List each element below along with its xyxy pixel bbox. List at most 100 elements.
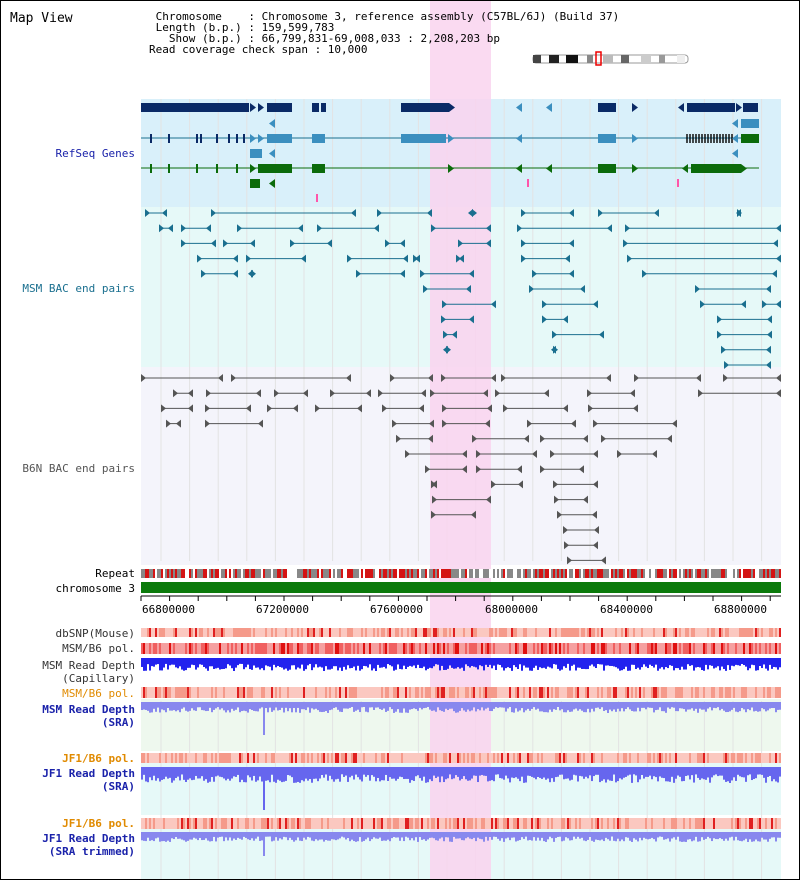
track-label-jf1-depth-trimmed[interactable]: JF1 Read Depth — [42, 832, 135, 845]
read-depth-bar — [467, 702, 469, 710]
polymorphism-cell — [319, 687, 321, 698]
gene-exon[interactable] — [312, 164, 325, 173]
polymorphism-cell — [401, 643, 403, 654]
polymorphism-cell — [631, 818, 633, 829]
repeat-element — [773, 569, 775, 578]
track-label-refseq[interactable]: RefSeq Genes — [55, 147, 135, 160]
gene-exon[interactable] — [598, 103, 616, 112]
polymorphism-cell — [421, 643, 423, 654]
polymorphism-cell — [279, 753, 281, 763]
track-label-dbsnp[interactable]: dbSNP(Mouse) — [55, 627, 135, 640]
gene-exon[interactable] — [401, 134, 446, 143]
repeat-element — [695, 569, 697, 578]
gene-exon[interactable] — [267, 134, 292, 143]
polymorphism-cell — [523, 818, 525, 829]
polymorphism-cell — [353, 753, 355, 763]
polymorphism-cell — [257, 687, 259, 698]
polymorphism-cell — [609, 818, 611, 829]
polymorphism-cell — [429, 753, 431, 763]
polymorphism-cell — [193, 753, 195, 763]
polymorphism-cell — [507, 753, 509, 763]
read-depth-bar — [615, 832, 617, 842]
polymorphism-cell — [313, 687, 315, 698]
gene-exon[interactable] — [250, 179, 260, 188]
read-depth-bar — [251, 658, 253, 670]
polymorphism-cell — [337, 628, 339, 637]
gene-exon[interactable] — [741, 134, 759, 143]
read-depth-bar — [291, 767, 293, 778]
track-label-chromosome[interactable]: chromosome 3 — [55, 582, 135, 595]
track-label-msm-depth-sra[interactable]: MSM Read Depth — [42, 703, 135, 716]
polymorphism-cell — [389, 628, 391, 637]
read-depth-bar — [497, 702, 499, 708]
polymorphism-cell — [619, 753, 621, 763]
track-label-msm-b6-pol-capillary[interactable]: MSM/B6 pol. — [62, 642, 135, 655]
track-label-b6n-bac[interactable]: B6N BAC end pairs — [22, 462, 135, 475]
b6n-bac-end-icon — [557, 510, 562, 519]
polymorphism-cell — [565, 643, 567, 654]
gene-exon[interactable] — [250, 149, 262, 158]
highlighted-region[interactable] — [430, 1, 491, 879]
gene-exon[interactable] — [267, 103, 292, 112]
read-depth-bar — [325, 702, 327, 712]
repeat-element — [529, 569, 531, 578]
track-label-jf1-b6-pol-sra[interactable]: JF1/B6 pol. — [62, 752, 135, 765]
polymorphism-cell — [765, 687, 767, 698]
repeat-element — [477, 569, 479, 578]
polymorphism-cell — [437, 818, 439, 829]
gene-exon[interactable] — [141, 103, 249, 112]
polymorphism-cell — [663, 628, 665, 637]
gene-exon[interactable] — [312, 103, 319, 112]
polymorphism-cell — [283, 818, 285, 829]
polymorphism-cell — [185, 628, 187, 637]
repeat-element — [729, 569, 731, 578]
read-depth-bar — [607, 767, 609, 780]
gene-exon[interactable] — [691, 164, 741, 173]
gene-exon[interactable] — [687, 103, 735, 112]
track-label-repeat[interactable]: Repeat — [95, 567, 135, 580]
read-depth-bar — [371, 658, 373, 671]
read-depth-bar — [587, 702, 589, 709]
read-depth-bar — [433, 832, 435, 839]
repeat-element — [497, 569, 499, 578]
polymorphism-cell — [759, 687, 761, 698]
track-label-jf1-depth-sra[interactable]: JF1 Read Depth — [42, 767, 135, 780]
gene-exon[interactable] — [312, 134, 325, 143]
b6n-bac-end-icon — [486, 495, 491, 504]
read-depth-bar — [737, 832, 739, 841]
read-depth-bar — [155, 702, 157, 712]
gene-exon[interactable] — [258, 164, 292, 173]
gene-exon[interactable] — [741, 119, 759, 128]
read-depth-bar — [735, 702, 737, 712]
read-depth-bar — [655, 658, 657, 665]
chromosome-bar[interactable] — [141, 582, 781, 593]
track-label-msm-depth-capillary[interactable]: MSM Read Depth — [42, 659, 135, 672]
track-label-msm-bac[interactable]: MSM BAC end pairs — [22, 282, 135, 295]
gene-exon[interactable] — [598, 164, 616, 173]
polymorphism-cell — [535, 628, 537, 637]
repeat-element — [533, 569, 535, 578]
read-depth-bar — [625, 832, 627, 838]
polymorphism-cell — [513, 628, 515, 637]
read-depth-bar — [755, 658, 757, 671]
polymorphism-cell — [663, 753, 665, 763]
gene-exon[interactable] — [743, 103, 758, 112]
polymorphism-cell — [357, 753, 359, 763]
read-depth-bar — [273, 832, 275, 841]
polymorphism-cell — [723, 643, 725, 654]
gene-exon[interactable] — [401, 103, 449, 112]
read-depth-bar — [653, 832, 655, 840]
read-depth-bar — [515, 832, 517, 842]
gene-exon[interactable] — [321, 103, 326, 112]
read-depth-bar — [765, 702, 767, 712]
track-label-msm-b6-pol-sra[interactable]: MSM/B6 pol. — [62, 687, 135, 700]
track-label-jf1-b6-pol-trimmed[interactable]: JF1/B6 pol. — [62, 817, 135, 830]
polymorphism-cell — [297, 687, 299, 698]
polymorphism-cell — [589, 753, 591, 763]
gene-exon[interactable] — [598, 134, 616, 143]
polymorphism-cell — [349, 818, 351, 829]
polymorphism-cell — [537, 687, 539, 698]
polymorphism-cell — [577, 687, 579, 698]
polymorphism-cell — [295, 643, 297, 654]
